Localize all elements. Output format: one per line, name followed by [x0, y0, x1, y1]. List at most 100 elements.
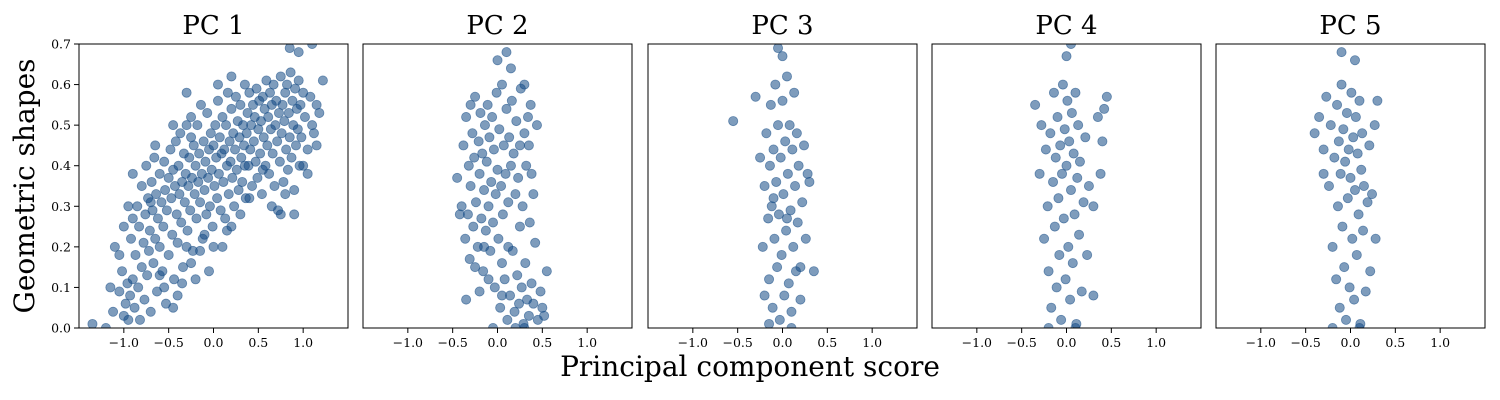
scatter-point — [1080, 132, 1091, 143]
x-tick-label: −1.0 — [1246, 335, 1276, 350]
scatter-point — [783, 278, 794, 289]
scatter-point — [217, 112, 228, 123]
scatter-point — [158, 221, 169, 232]
scatter-point — [526, 278, 537, 289]
scatter-point — [229, 201, 240, 212]
scatter-point — [134, 314, 145, 325]
scatter-point — [1074, 156, 1085, 167]
scatter-point — [123, 314, 134, 325]
scatter-point — [136, 180, 147, 191]
scatter-point — [804, 176, 815, 187]
scatter-point — [1042, 201, 1053, 212]
scatter-point — [781, 71, 792, 82]
scatter-point — [759, 290, 770, 301]
scatter-point — [489, 282, 500, 293]
scatter-point — [281, 144, 292, 155]
scatter-point — [1336, 79, 1347, 90]
scatter-point — [766, 201, 777, 212]
scatter-point — [511, 116, 522, 127]
scatter-point — [1036, 120, 1047, 131]
scatter-point — [1073, 120, 1084, 131]
scatter-point — [483, 274, 494, 285]
scatter-point — [456, 201, 467, 212]
scatter-point — [800, 233, 811, 244]
scatter-point — [145, 306, 156, 317]
scatter-point — [795, 262, 806, 273]
scatter-point — [239, 160, 250, 171]
scatter-point — [1076, 286, 1087, 297]
scatter-point — [496, 180, 507, 191]
scatter-point — [1334, 302, 1345, 313]
scatter-point — [293, 75, 304, 86]
scatter-point — [1349, 55, 1360, 66]
scatter-point — [1069, 209, 1080, 220]
scatter-point — [773, 44, 784, 54]
scatter-point — [168, 302, 179, 313]
scatter-point — [494, 124, 505, 135]
scatter-point — [168, 120, 179, 131]
scatter-point — [1343, 144, 1354, 155]
scatter-point — [199, 229, 210, 240]
scatter-point — [479, 120, 490, 131]
y-tick-label: 0.0 — [51, 321, 71, 336]
scatter-point — [1329, 152, 1340, 163]
x-tick-label: −0.5 — [722, 335, 752, 350]
scatter-point — [490, 189, 501, 200]
scatter-point — [1349, 185, 1360, 196]
scatter-point — [189, 189, 200, 200]
x-tick-label: 0.0 — [773, 335, 793, 350]
scatter-point — [176, 217, 187, 228]
scatter-point — [496, 258, 507, 269]
scatter-point — [778, 189, 789, 200]
scatter-point — [488, 217, 499, 228]
scatter-point — [293, 47, 304, 58]
scatter-point — [1088, 290, 1099, 301]
scatter-point — [214, 132, 225, 143]
panel-title: PC 2 — [466, 11, 528, 41]
scatter-point — [784, 120, 795, 131]
scatter-point — [251, 83, 262, 94]
scatter-point — [127, 213, 138, 224]
scatter-point — [191, 213, 202, 224]
scatter-point — [526, 168, 537, 179]
x-tick-label: −1.0 — [393, 335, 423, 350]
scatter-point — [217, 241, 228, 252]
scatter-point — [781, 213, 792, 224]
scatter-point — [473, 136, 484, 147]
scatter-point — [207, 221, 218, 232]
scatter-point — [179, 197, 190, 208]
scatter-point — [222, 87, 233, 98]
scatter-point — [257, 164, 268, 175]
scatter-point — [289, 185, 300, 196]
scatter-point — [1070, 87, 1081, 98]
scatter-point — [267, 148, 278, 159]
scatter-point — [492, 164, 503, 175]
y-tick-label: 0.2 — [51, 239, 71, 254]
scatter-point — [771, 176, 782, 187]
x-tick-label: 0.5 — [1101, 335, 1121, 350]
scatter-point — [184, 152, 195, 163]
scatter-point — [138, 237, 149, 248]
scatter-point — [190, 160, 201, 171]
x-tick-label: 0.0 — [204, 335, 224, 350]
scatter-point — [793, 160, 804, 171]
scatter-point — [1065, 294, 1076, 305]
scatter-point — [787, 144, 798, 155]
scatter-point — [170, 136, 181, 147]
panel-title: PC 3 — [751, 11, 813, 41]
scatter-point — [1057, 168, 1068, 179]
scatter-point — [205, 128, 216, 139]
scatter-point — [224, 136, 235, 147]
x-tick-label: 0.0 — [1341, 335, 1361, 350]
scatter-point — [114, 249, 125, 260]
scatter-point — [230, 144, 241, 155]
scatter-point — [537, 302, 548, 313]
scatter-point — [728, 116, 739, 127]
scatter-point — [305, 91, 316, 102]
scatter-point — [782, 168, 793, 179]
scatter-point — [519, 128, 530, 139]
scatter-point — [1059, 124, 1070, 135]
scatter-point — [266, 201, 277, 212]
scatter-point — [247, 180, 258, 191]
scatter-point — [475, 107, 486, 118]
